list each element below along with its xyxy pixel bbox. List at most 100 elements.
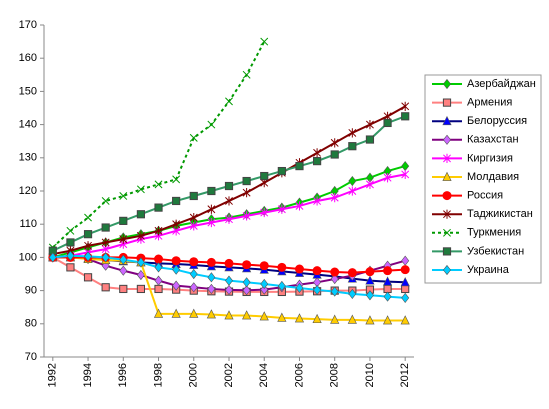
- marker: [295, 282, 304, 294]
- marker: [277, 280, 286, 292]
- marker: [348, 142, 357, 151]
- marker: [365, 275, 375, 285]
- marker: [330, 267, 340, 277]
- marker: [365, 179, 374, 189]
- x-tick-label: 1992: [47, 363, 59, 387]
- legend-label: Армения: [467, 97, 512, 109]
- marker: [401, 101, 410, 111]
- marker: [330, 286, 339, 297]
- marker: [348, 186, 357, 196]
- marker: [242, 310, 252, 320]
- y-tick-label: 150: [19, 85, 37, 97]
- marker: [224, 310, 234, 320]
- x-tick-label: 2000: [188, 363, 200, 387]
- marker: [83, 230, 93, 239]
- marker: [136, 210, 146, 219]
- marker: [84, 251, 93, 262]
- marker: [383, 284, 392, 294]
- marker: [84, 213, 93, 222]
- marker: [242, 260, 252, 270]
- marker: [383, 266, 393, 276]
- marker: [189, 308, 199, 318]
- marker: [119, 216, 128, 225]
- marker: [348, 128, 357, 138]
- marker: [225, 284, 233, 296]
- marker: [207, 120, 216, 129]
- marker: [171, 256, 181, 266]
- marker: [136, 231, 145, 241]
- marker: [242, 277, 251, 288]
- y-tick-label: 70: [25, 351, 37, 363]
- marker: [207, 217, 216, 228]
- legend-marker: [443, 153, 451, 163]
- marker: [172, 264, 181, 275]
- marker: [312, 157, 322, 166]
- marker: [189, 268, 198, 280]
- y-tick-label: 170: [19, 19, 37, 31]
- marker: [206, 309, 216, 319]
- marker: [136, 257, 145, 268]
- marker: [189, 212, 198, 223]
- marker: [383, 291, 392, 302]
- marker: [330, 314, 340, 324]
- legend-marker: [442, 191, 452, 201]
- legend-marker: [443, 78, 451, 90]
- marker: [154, 262, 163, 273]
- marker: [172, 219, 181, 229]
- marker: [153, 308, 164, 318]
- marker: [83, 273, 93, 282]
- marker: [242, 211, 251, 221]
- marker: [242, 70, 251, 79]
- legend-label: Россия: [467, 190, 503, 202]
- legend-marker: [442, 171, 452, 181]
- marker: [136, 269, 145, 281]
- marker: [172, 196, 181, 206]
- marker: [330, 193, 339, 203]
- legend-label: Таджикистан: [467, 208, 533, 220]
- marker: [207, 204, 216, 214]
- marker: [294, 264, 304, 274]
- marker: [313, 148, 322, 158]
- marker: [400, 265, 410, 275]
- legend-label: Азербайджан: [467, 78, 536, 90]
- x-tick-label: 2010: [364, 363, 376, 387]
- legend-marker: [443, 264, 451, 276]
- legend-marker: [443, 134, 451, 145]
- x-tick-label: 1998: [152, 363, 164, 387]
- marker: [401, 284, 410, 294]
- marker: [277, 204, 286, 214]
- marker: [154, 275, 163, 286]
- legend-marker: [443, 228, 451, 237]
- legend-marker: [443, 209, 451, 219]
- marker: [101, 237, 110, 248]
- marker: [119, 265, 128, 276]
- marker: [347, 268, 357, 278]
- marker: [347, 314, 357, 324]
- marker: [224, 258, 234, 268]
- marker: [277, 312, 287, 322]
- marker: [295, 162, 304, 171]
- marker: [48, 252, 57, 263]
- marker: [207, 272, 216, 283]
- x-tick-label: 2008: [329, 363, 341, 387]
- y-tick-label: 130: [19, 152, 37, 164]
- marker: [154, 203, 163, 212]
- marker: [136, 185, 145, 194]
- x-tick-label: 2002: [223, 363, 235, 387]
- marker: [330, 150, 339, 159]
- marker: [101, 223, 110, 232]
- marker: [189, 282, 198, 293]
- marker: [313, 196, 322, 206]
- marker: [260, 284, 269, 295]
- marker: [206, 257, 216, 267]
- legend-marker: [442, 115, 452, 126]
- legend-marker: [442, 98, 452, 107]
- marker: [365, 315, 375, 325]
- legend-label: Молдавия: [467, 171, 519, 183]
- marker: [383, 118, 392, 128]
- marker: [189, 191, 198, 201]
- x-tick-label: 1996: [117, 363, 129, 387]
- marker: [101, 197, 110, 205]
- marker: [312, 266, 322, 276]
- marker: [295, 201, 304, 211]
